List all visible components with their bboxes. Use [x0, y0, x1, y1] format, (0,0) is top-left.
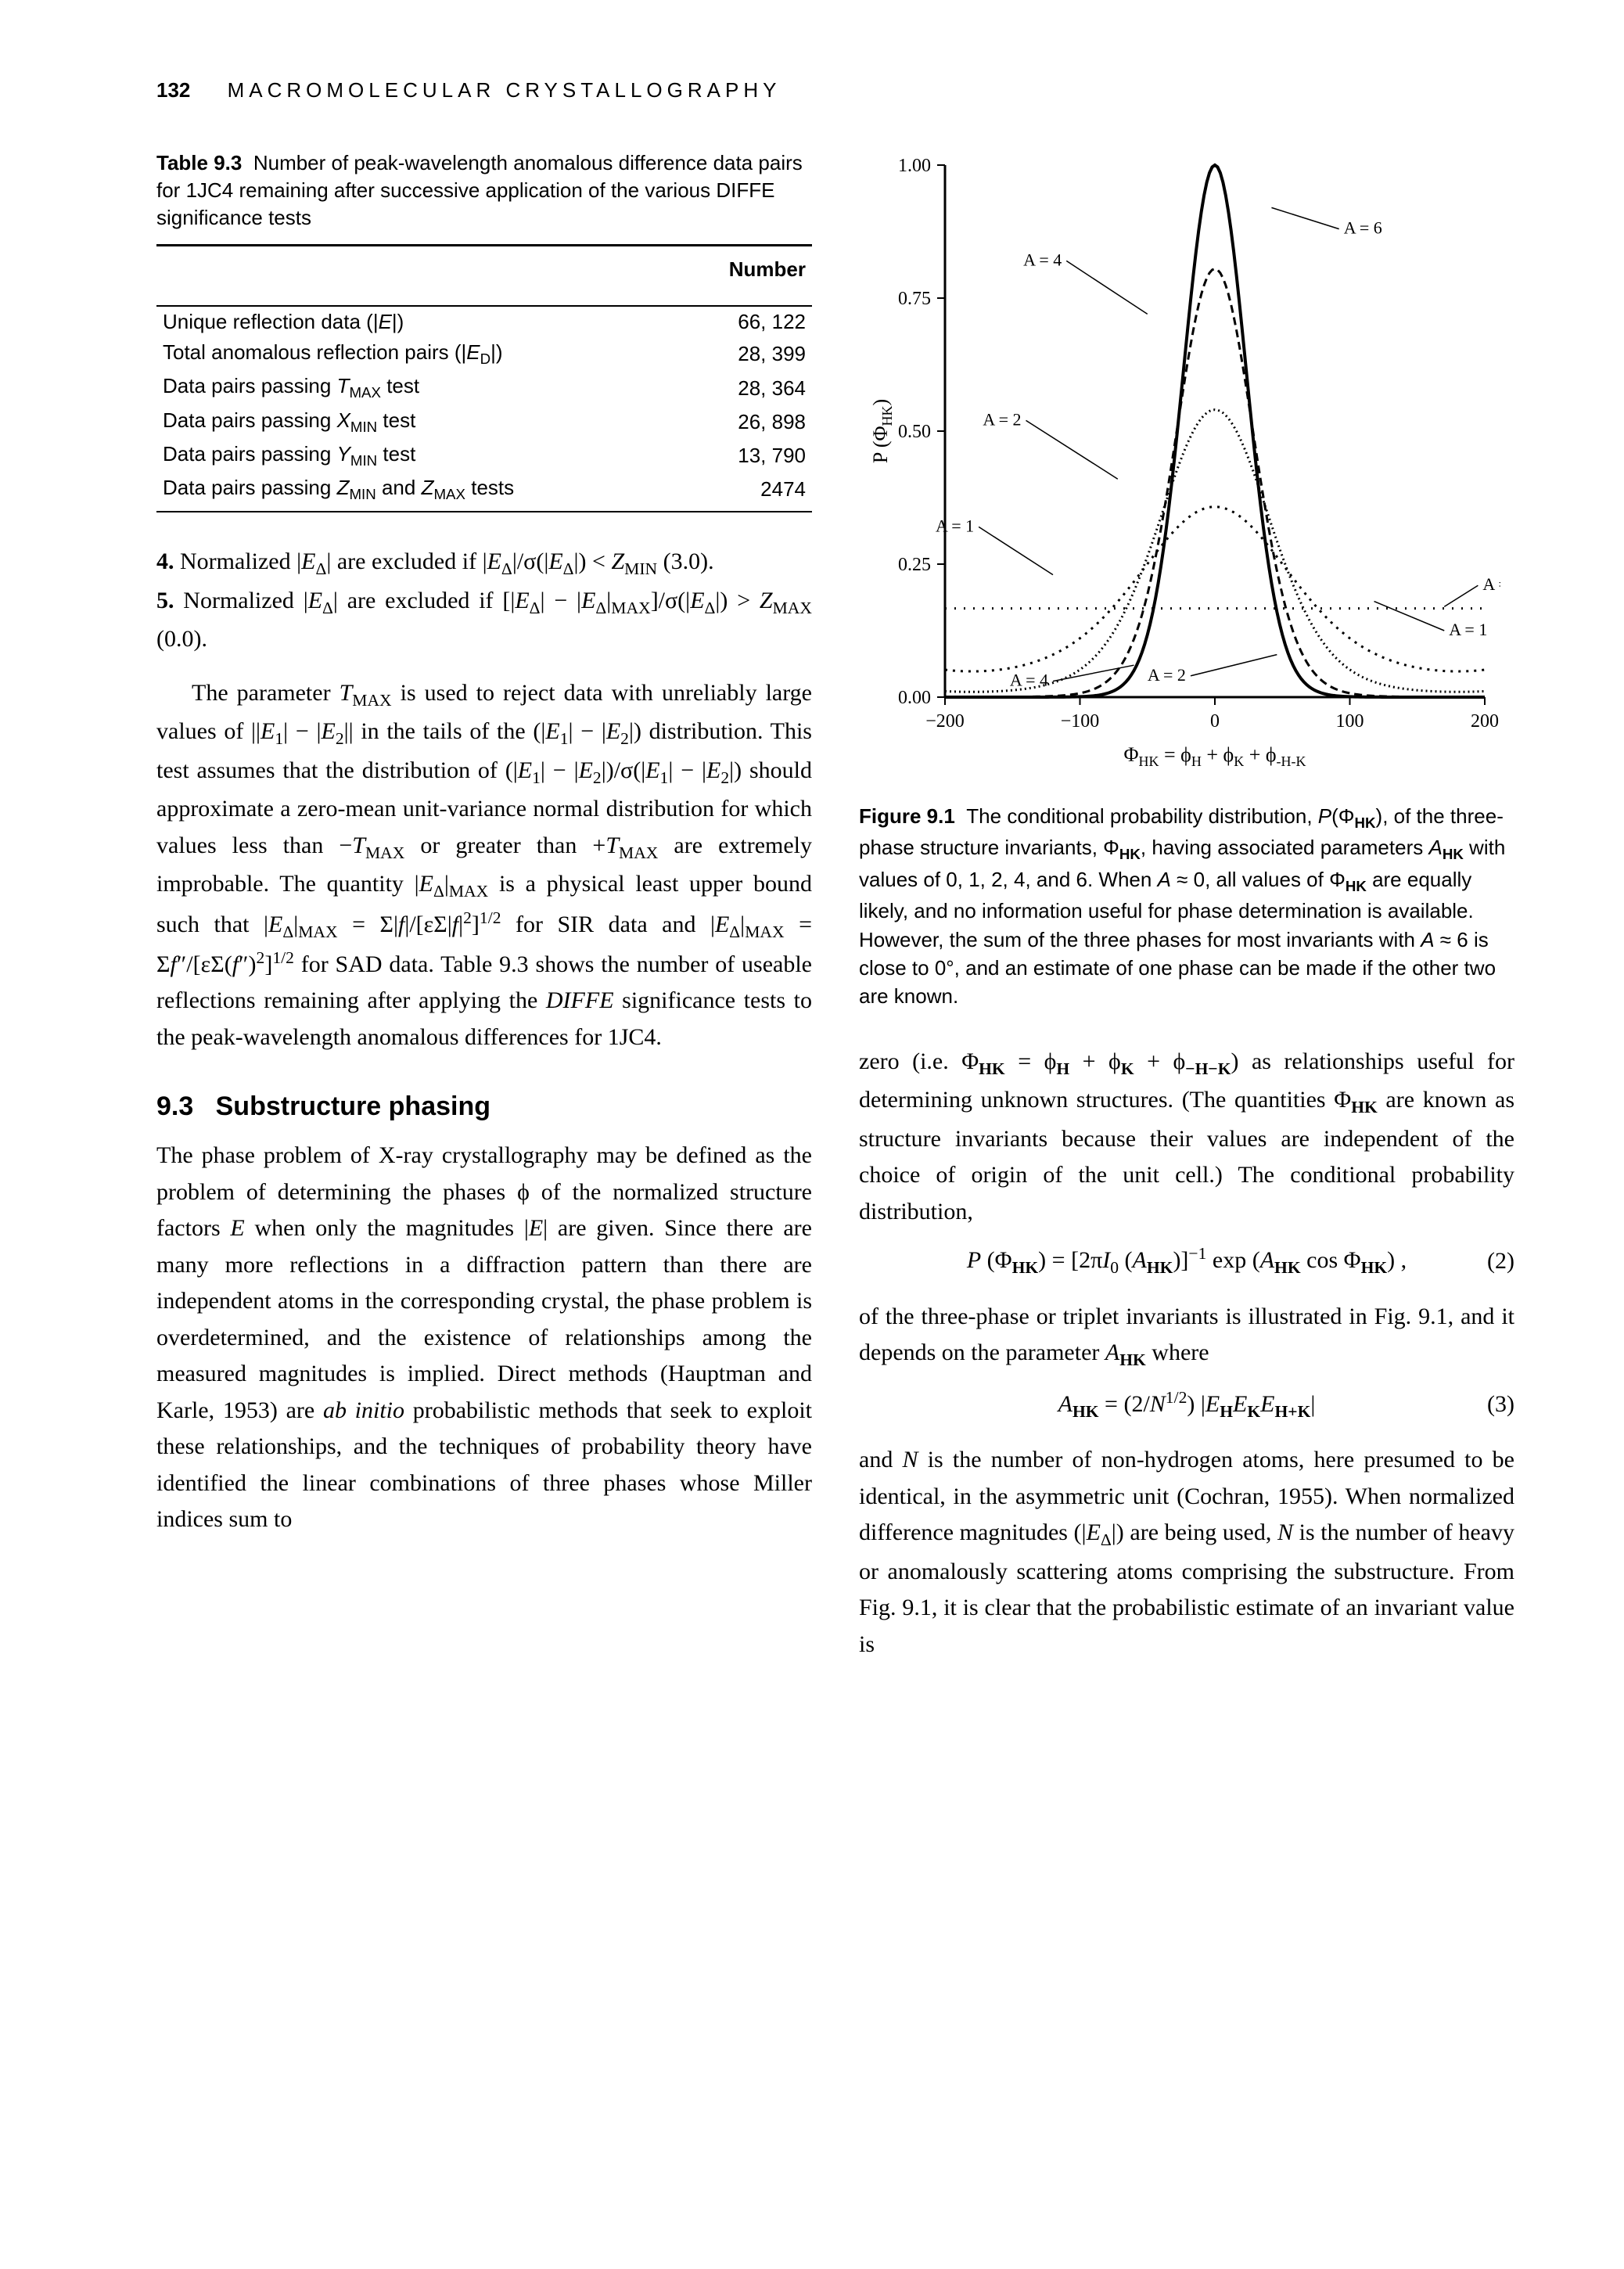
two-column-layout: Table 9.3 Number of peak-wavelength anom… — [156, 149, 1514, 1663]
table-row: Total anomalous reflection pairs (|ED|)2… — [156, 337, 812, 371]
paragraph: and N is the number of non-hydrogen atom… — [859, 1442, 1514, 1663]
table-row: Data pairs passing XMIN test26, 898 — [156, 405, 812, 439]
svg-text:−200: −200 — [925, 711, 965, 732]
svg-text:A = 4: A = 4 — [1023, 250, 1062, 269]
svg-text:A = 1: A = 1 — [1449, 620, 1487, 639]
table-cell-value: 28, 399 — [683, 337, 812, 371]
table-row: Data pairs passing ZMIN and ZMAX tests24… — [156, 473, 812, 512]
svg-text:P (ΦHK): P (ΦHK) — [869, 399, 895, 463]
paragraph: of the three-phase or triplet invariants… — [859, 1299, 1514, 1374]
right-column: −200 −100 0 100 200 0.00 0.25 0.50 0.75 1.00 ΦHK =… — [859, 149, 1514, 1663]
equation-body: AHK = (2/N1/2) |EHEKEH+K| — [1058, 1385, 1316, 1425]
section-number: 9.3 — [156, 1091, 193, 1121]
list-item-4: 4. Normalized |EΔ| are excluded if |EΔ|/… — [156, 544, 812, 582]
body-text-right-1: zero (i.e. ΦHK = ϕH + ϕK + ϕ−H−K) as rel… — [859, 1044, 1514, 1230]
table-row: Data pairs passing YMIN test13, 790 — [156, 439, 812, 473]
numbered-list: 4. Normalized |EΔ| are excluded if |EΔ|/… — [156, 544, 812, 657]
table-cell-value: 26, 898 — [683, 405, 812, 439]
table-row: Unique reflection data (|E|)66, 122 — [156, 306, 812, 337]
left-column: Table 9.3 Number of peak-wavelength anom… — [156, 149, 812, 1663]
equation-3: AHK = (2/N1/2) |EHEKEH+K| (3) — [859, 1385, 1514, 1425]
figure-9-1: −200 −100 0 100 200 0.00 0.25 0.50 0.75 1.00 ΦHK =… — [859, 149, 1514, 791]
equation-body: P (ΦHK) = [2πI0 (AHK)]−1 exp (AHK cos ΦH… — [967, 1241, 1407, 1281]
equation-number: (3) — [1487, 1386, 1514, 1423]
table-header-number: Number — [683, 246, 812, 307]
paragraph: The phase problem of X-ray crystallograp… — [156, 1138, 812, 1538]
svg-text:1.00: 1.00 — [898, 156, 931, 176]
svg-text:100: 100 — [1336, 711, 1364, 732]
table-row: Data pairs passing TMAX test28, 364 — [156, 371, 812, 405]
table-cell-label: Unique reflection data (|E|) — [156, 306, 683, 337]
table-caption: Table 9.3 Number of peak-wavelength anom… — [156, 149, 812, 232]
table-header-empty — [156, 246, 683, 307]
svg-text:ΦHK = ϕH + ϕK + ϕ-H-K: ΦHK = ϕH + ϕK + ϕ-H-K — [1123, 743, 1306, 769]
svg-text:A = 0: A = 0 — [1482, 574, 1500, 594]
running-title: MACROMOLECULAR CRYSTALLOGRAPHY — [228, 78, 781, 102]
body-text-right-2: of the three-phase or triplet invariants… — [859, 1299, 1514, 1374]
figure-number: Figure 9.1 — [859, 804, 955, 828]
running-head: 132 MACROMOLECULAR CRYSTALLOGRAPHY — [156, 78, 1514, 102]
table-caption-text — [248, 151, 253, 174]
table-cell-value: 13, 790 — [683, 439, 812, 473]
table-cell-value: 2474 — [683, 473, 812, 512]
svg-text:0.50: 0.50 — [898, 422, 931, 442]
paragraph: zero (i.e. ΦHK = ϕH + ϕK + ϕ−H−K) as rel… — [859, 1044, 1514, 1230]
svg-text:0.75: 0.75 — [898, 289, 931, 309]
table-cell-label: Data pairs passing YMIN test — [156, 439, 683, 473]
svg-text:0.00: 0.00 — [898, 688, 931, 708]
table-cell-value: 28, 364 — [683, 371, 812, 405]
table-cell-value: 66, 122 — [683, 306, 812, 337]
svg-text:A = 2: A = 2 — [983, 409, 1021, 429]
equation-2: P (ΦHK) = [2πI0 (AHK)]−1 exp (AHK cos ΦH… — [859, 1241, 1514, 1281]
body-text-left-2: The phase problem of X-ray crystallograp… — [156, 1138, 812, 1538]
svg-text:200: 200 — [1471, 711, 1499, 732]
section-heading: 9.3 Substructure phasing — [156, 1091, 812, 1122]
svg-text:A = 6: A = 6 — [1344, 218, 1382, 238]
paragraph: The parameter TMAX is used to reject dat… — [156, 675, 812, 1056]
body-text-left-1: The parameter TMAX is used to reject dat… — [156, 675, 812, 1056]
svg-text:0.25: 0.25 — [898, 555, 931, 575]
svg-text:0: 0 — [1210, 711, 1220, 732]
figure-caption-text: The conditional probability distribution… — [859, 804, 1505, 1008]
table-9-3: Table 9.3 Number of peak-wavelength anom… — [156, 149, 812, 512]
probability-chart: −200 −100 0 100 200 0.00 0.25 0.50 0.75 1.00 ΦHK =… — [859, 149, 1500, 791]
data-table: Number Unique reflection data (|E|)66, 1… — [156, 244, 812, 512]
figure-caption: Figure 9.1 The conditional probability d… — [859, 802, 1514, 1011]
body-text-right-3: and N is the number of non-hydrogen atom… — [859, 1442, 1514, 1663]
page-number: 132 — [156, 78, 190, 102]
svg-text:A = 4: A = 4 — [1010, 671, 1048, 690]
svg-text:−100: −100 — [1061, 711, 1100, 732]
table-cell-label: Data pairs passing TMAX test — [156, 371, 683, 405]
equation-number: (2) — [1487, 1243, 1514, 1280]
table-cell-label: Data pairs passing ZMIN and ZMAX tests — [156, 473, 683, 512]
table-caption-body: Number of peak-wavelength anomalous diff… — [156, 151, 803, 229]
section-title: Substructure phasing — [216, 1091, 490, 1121]
page: 132 MACROMOLECULAR CRYSTALLOGRAPHY Table… — [0, 0, 1624, 1741]
table-number: Table 9.3 — [156, 151, 242, 174]
svg-text:A = 2: A = 2 — [1148, 665, 1186, 685]
table-cell-label: Total anomalous reflection pairs (|ED|) — [156, 337, 683, 371]
list-item-5: 5. Normalized |EΔ| are excluded if [|EΔ|… — [156, 583, 812, 658]
svg-text:A = 1: A = 1 — [936, 516, 974, 535]
table-cell-label: Data pairs passing XMIN test — [156, 405, 683, 439]
